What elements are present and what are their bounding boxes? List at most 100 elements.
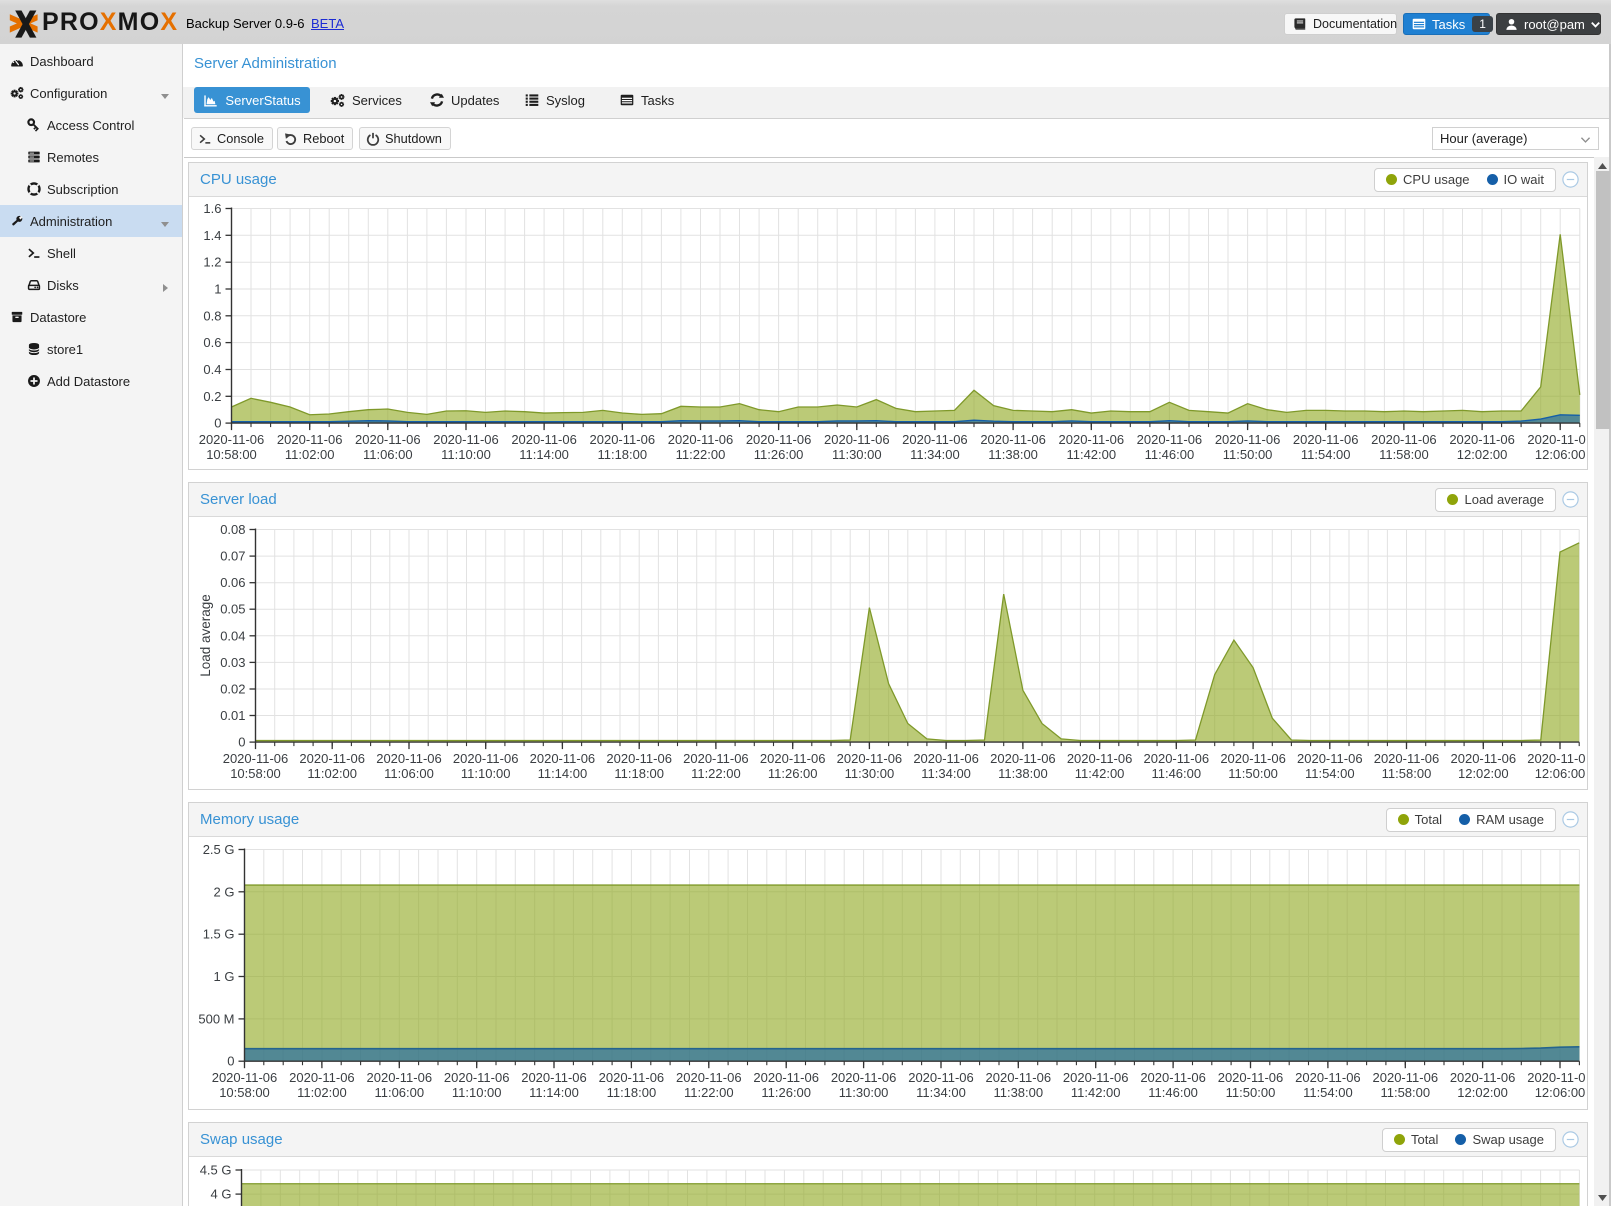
svg-text:11:22:00: 11:22:00 [676, 447, 726, 462]
svg-text:2020-11-06: 2020-11-06 [212, 1070, 278, 1085]
svg-text:0.01: 0.01 [220, 708, 245, 723]
svg-text:2020-11-06: 2020-11-06 [676, 1070, 742, 1085]
svg-text:2020-11-06: 2020-11-06 [355, 432, 421, 447]
svg-text:1.5 G: 1.5 G [203, 926, 235, 941]
svg-text:11:38:00: 11:38:00 [988, 447, 1038, 462]
svg-text:2020-11-06: 2020-11-06 [668, 432, 734, 447]
svg-text:11:10:00: 11:10:00 [441, 447, 491, 462]
svg-text:0: 0 [227, 1053, 234, 1068]
svg-text:11:14:00: 11:14:00 [529, 1085, 579, 1100]
svg-text:11:34:00: 11:34:00 [916, 1085, 966, 1100]
svg-text:Load average: Load average [198, 594, 213, 677]
svg-text:0.6: 0.6 [203, 335, 221, 350]
svg-text:0.04: 0.04 [220, 628, 245, 643]
svg-text:2020-11-06: 2020-11-06 [444, 1070, 510, 1085]
svg-text:12:06:00: 12:06:00 [1535, 447, 1586, 462]
svg-text:11:58:00: 11:58:00 [1380, 1085, 1430, 1100]
svg-text:11:54:00: 11:54:00 [1301, 447, 1351, 462]
svg-text:10:58:00: 10:58:00 [230, 766, 281, 781]
svg-text:1.6: 1.6 [203, 201, 221, 216]
svg-text:2020-11-06: 2020-11-06 [990, 751, 1056, 766]
svg-text:2020-11-06: 2020-11-06 [606, 751, 672, 766]
svg-text:2020-11-06: 2020-11-06 [299, 751, 365, 766]
svg-text:11:26:00: 11:26:00 [754, 447, 804, 462]
svg-text:11:46:00: 11:46:00 [1151, 766, 1201, 781]
svg-text:11:58:00: 11:58:00 [1379, 447, 1429, 462]
svg-text:12:02:00: 12:02:00 [1457, 1085, 1508, 1100]
svg-text:4.5 G: 4.5 G [200, 1162, 232, 1177]
svg-text:2020-11-06: 2020-11-06 [1527, 432, 1586, 447]
svg-text:2020-11-06: 2020-11-06 [1295, 1070, 1361, 1085]
svg-text:11:42:00: 11:42:00 [1071, 1085, 1121, 1100]
svg-text:11:38:00: 11:38:00 [993, 1085, 1043, 1100]
svg-text:2020-11-06: 2020-11-06 [376, 751, 442, 766]
svg-text:12:06:00: 12:06:00 [1535, 766, 1586, 781]
svg-text:2020-11-06: 2020-11-06 [521, 1070, 587, 1085]
svg-text:2020-11-06: 2020-11-06 [223, 751, 289, 766]
svg-text:2020-11-06: 2020-11-06 [986, 1070, 1052, 1085]
svg-text:2020-11-06: 2020-11-06 [1293, 432, 1359, 447]
svg-text:2020-11-06: 2020-11-06 [1215, 432, 1281, 447]
svg-text:0.02: 0.02 [220, 681, 245, 696]
svg-text:11:18:00: 11:18:00 [607, 1085, 657, 1100]
svg-text:2020-11-06: 2020-11-06 [599, 1070, 665, 1085]
svg-text:10:58:00: 10:58:00 [219, 1085, 270, 1100]
svg-text:2020-11-06: 2020-11-06 [1297, 751, 1363, 766]
svg-text:2020-11-06: 2020-11-06 [453, 751, 519, 766]
svg-text:2020-11-06: 2020-11-06 [1063, 1070, 1129, 1085]
svg-text:2020-11-06: 2020-11-06 [837, 751, 903, 766]
svg-text:2020-11-06: 2020-11-06 [913, 751, 979, 766]
svg-text:0.8: 0.8 [203, 308, 221, 323]
svg-text:11:30:00: 11:30:00 [832, 447, 882, 462]
svg-text:11:34:00: 11:34:00 [910, 447, 960, 462]
svg-text:11:06:00: 11:06:00 [374, 1085, 424, 1100]
svg-text:2020-11-06: 2020-11-06 [1527, 1070, 1586, 1085]
svg-text:2020-11-06: 2020-11-06 [746, 432, 812, 447]
svg-text:11:50:00: 11:50:00 [1226, 1085, 1276, 1100]
svg-text:1.2: 1.2 [203, 254, 221, 269]
svg-text:0: 0 [238, 734, 245, 749]
svg-text:2020-11-06: 2020-11-06 [824, 432, 890, 447]
svg-text:2020-11-06: 2020-11-06 [1144, 751, 1210, 766]
svg-text:2020-11-06: 2020-11-06 [683, 751, 749, 766]
svg-text:11:06:00: 11:06:00 [384, 766, 434, 781]
svg-text:11:22:00: 11:22:00 [684, 1085, 734, 1100]
svg-text:11:22:00: 11:22:00 [691, 766, 741, 781]
svg-text:2020-11-06: 2020-11-06 [1140, 1070, 1206, 1085]
svg-text:2 G: 2 G [214, 884, 235, 899]
svg-text:2020-11-06: 2020-11-06 [199, 432, 265, 447]
svg-text:2020-11-06: 2020-11-06 [433, 432, 499, 447]
svg-text:11:42:00: 11:42:00 [1066, 447, 1116, 462]
svg-text:11:30:00: 11:30:00 [845, 766, 895, 781]
svg-text:11:02:00: 11:02:00 [297, 1085, 347, 1100]
svg-text:11:02:00: 11:02:00 [285, 447, 335, 462]
svg-text:2020-11-06: 2020-11-06 [1374, 751, 1440, 766]
svg-text:10:58:00: 10:58:00 [206, 447, 257, 462]
svg-text:12:02:00: 12:02:00 [1458, 766, 1509, 781]
svg-text:0.2: 0.2 [203, 388, 221, 403]
svg-text:2020-11-06: 2020-11-06 [902, 432, 968, 447]
svg-text:11:38:00: 11:38:00 [998, 766, 1048, 781]
svg-text:2020-11-06: 2020-11-06 [753, 1070, 819, 1085]
svg-text:11:06:00: 11:06:00 [363, 447, 413, 462]
svg-text:11:10:00: 11:10:00 [452, 1085, 502, 1100]
svg-text:11:54:00: 11:54:00 [1303, 1085, 1353, 1100]
svg-text:12:06:00: 12:06:00 [1535, 1085, 1586, 1100]
svg-text:2020-11-06: 2020-11-06 [1451, 751, 1517, 766]
svg-text:2.5 G: 2.5 G [203, 842, 235, 857]
svg-text:11:30:00: 11:30:00 [839, 1085, 889, 1100]
svg-text:2020-11-06: 2020-11-06 [1059, 432, 1125, 447]
svg-text:11:02:00: 11:02:00 [307, 766, 357, 781]
svg-text:11:10:00: 11:10:00 [461, 766, 511, 781]
svg-text:2020-11-06: 2020-11-06 [1450, 1070, 1516, 1085]
svg-text:0.03: 0.03 [220, 654, 245, 669]
svg-text:11:26:00: 11:26:00 [761, 1085, 811, 1100]
svg-text:11:26:00: 11:26:00 [768, 766, 818, 781]
svg-text:2020-11-06: 2020-11-06 [1067, 751, 1133, 766]
svg-text:0.05: 0.05 [220, 601, 245, 616]
svg-text:2020-11-06: 2020-11-06 [1218, 1070, 1284, 1085]
svg-text:2020-11-06: 2020-11-06 [511, 432, 577, 447]
svg-text:2020-11-06: 2020-11-06 [590, 432, 656, 447]
svg-text:0.06: 0.06 [220, 575, 245, 590]
svg-text:11:18:00: 11:18:00 [614, 766, 664, 781]
